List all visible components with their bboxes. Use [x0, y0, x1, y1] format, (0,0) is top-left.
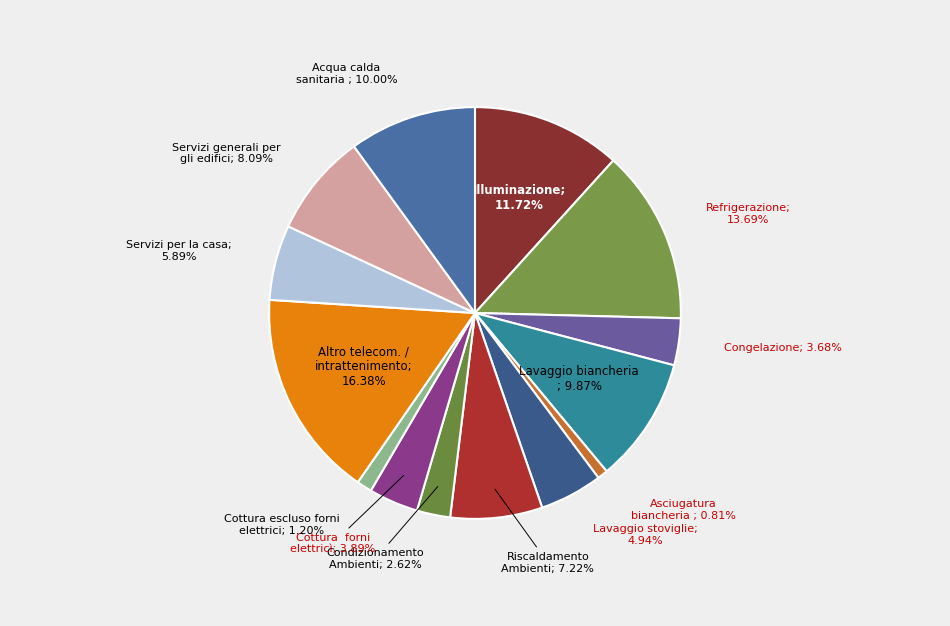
Wedge shape	[475, 313, 674, 471]
Text: Asciugatura
biancheria ; 0.81%: Asciugatura biancheria ; 0.81%	[631, 500, 735, 521]
Text: Riscaldamento
Ambienti; 7.22%: Riscaldamento Ambienti; 7.22%	[495, 490, 595, 573]
Wedge shape	[475, 160, 681, 318]
Wedge shape	[475, 107, 614, 313]
Text: Lavaggio biancheria
; 9.87%: Lavaggio biancheria ; 9.87%	[520, 366, 639, 393]
Text: Refrigerazione;
13.69%: Refrigerazione; 13.69%	[706, 203, 790, 225]
Wedge shape	[358, 313, 475, 491]
Text: Altro telecom. /
intrattenimento;
16.38%: Altro telecom. / intrattenimento; 16.38%	[315, 346, 412, 388]
Text: Condizionamento
Ambienti; 2.62%: Condizionamento Ambienti; 2.62%	[327, 486, 438, 570]
Wedge shape	[288, 146, 475, 313]
Wedge shape	[450, 313, 542, 519]
Wedge shape	[354, 107, 475, 313]
Wedge shape	[370, 313, 475, 511]
Text: Cottura escluso forni
elettrici; 1.20%: Cottura escluso forni elettrici; 1.20%	[224, 514, 340, 536]
Text: Servizi per la casa;
5.89%: Servizi per la casa; 5.89%	[126, 240, 232, 262]
Wedge shape	[475, 313, 607, 478]
Text: Cottura  forni
elettricì; 3.89%: Cottura forni elettricì; 3.89%	[290, 476, 404, 555]
Wedge shape	[269, 300, 475, 482]
Wedge shape	[270, 227, 475, 313]
Text: Lavaggio stoviglie;
4.94%: Lavaggio stoviglie; 4.94%	[593, 524, 697, 546]
Text: Servizi generali per
gli edifici; 8.09%: Servizi generali per gli edifici; 8.09%	[172, 143, 281, 164]
Wedge shape	[475, 313, 681, 366]
Wedge shape	[475, 313, 598, 508]
Wedge shape	[417, 313, 475, 517]
Text: Congelazione; 3.68%: Congelazione; 3.68%	[724, 344, 842, 354]
Text: Acqua calda
sanitaria ; 10.00%: Acqua calda sanitaria ; 10.00%	[295, 63, 397, 85]
Text: Illuminazione;
11.72%: Illuminazione; 11.72%	[473, 184, 566, 212]
